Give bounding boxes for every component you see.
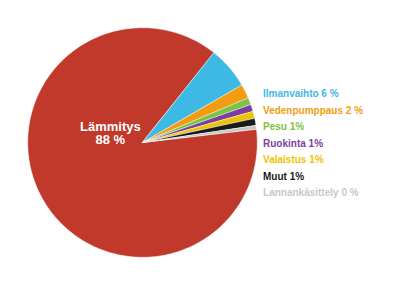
svg-text:Lannankäsittely 0 %: Lannankäsittely 0 % [263,187,359,198]
svg-text:Ruokinta 1%: Ruokinta 1% [263,138,323,149]
svg-text:Ilmanvaihto 6 %: Ilmanvaihto 6 % [263,88,339,99]
svg-text:Lämmitys88 %: Lämmitys88 % [80,119,141,147]
svg-text:Vedenpumppaus 2 %: Vedenpumppaus 2 % [263,105,363,116]
svg-text:Valaistus 1%: Valaistus 1% [263,154,324,165]
svg-text:Pesu 1%: Pesu 1% [263,121,304,132]
svg-text:Muut 1%: Muut 1% [263,171,304,182]
